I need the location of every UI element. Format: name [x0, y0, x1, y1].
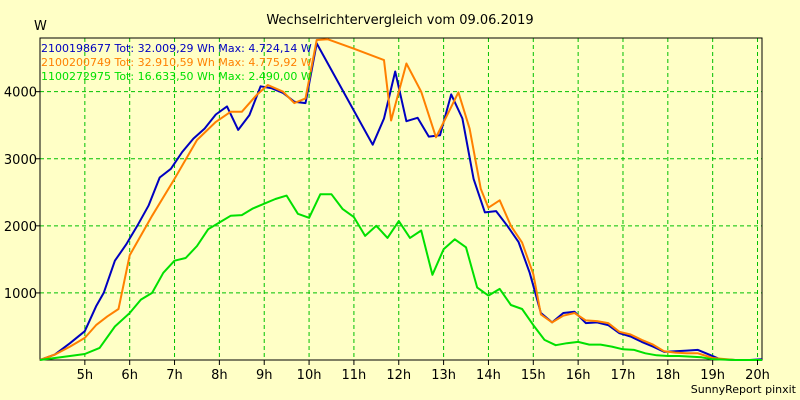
- x-tick-label: 11h: [342, 368, 367, 383]
- x-tick-label: 18h: [655, 368, 680, 383]
- y-axis-label: W: [34, 19, 47, 34]
- x-tick-label: 5h: [77, 368, 94, 383]
- x-tick-label: 17h: [611, 368, 636, 383]
- x-tick-label: 6h: [121, 368, 138, 383]
- x-tick-label: 8h: [211, 368, 228, 383]
- y-tick-label: 1000: [4, 287, 37, 302]
- y-tick-label: 2000: [4, 220, 37, 235]
- y-tick-label: 4000: [4, 86, 37, 101]
- grid-lines: [40, 38, 762, 360]
- x-tick-label: 15h: [521, 368, 546, 383]
- x-tick-label: 19h: [700, 368, 725, 383]
- legend-entry-2100198677: 2100198677 Tot: 32.009,29 Wh Max: 4.724,…: [41, 42, 312, 55]
- x-tick-label: 13h: [431, 368, 456, 383]
- x-tick-label: 14h: [476, 368, 501, 383]
- series-line-2100198677: [39, 42, 763, 361]
- x-tick-label: 12h: [386, 368, 411, 383]
- x-tick-label: 10h: [297, 368, 322, 383]
- y-tick-label: 3000: [4, 153, 37, 168]
- legend-entry-1100272975: 1100272975 Tot: 16.633,50 Wh Max: 2.490,…: [41, 70, 312, 83]
- legend: 2100198677 Tot: 32.009,29 Wh Max: 4.724,…: [41, 42, 312, 83]
- x-axis-ticks: 5h 6h 7h 8h 9h 10h 11h 12h 13h 14h 15h 16h 17h 18h 19h…: [77, 360, 770, 383]
- chart-title: Wechselrichtervergleich vom 09.06.2019: [266, 13, 533, 28]
- x-tick-label: 16h: [566, 368, 591, 383]
- x-tick-label: 7h: [166, 368, 183, 383]
- plot-area-frame: [39, 37, 763, 361]
- series-line-1100272975: [39, 193, 762, 361]
- legend-entry-2100200749: 2100200749 Tot: 32.910,59 Wh Max: 4.775,…: [41, 56, 312, 69]
- x-tick-label: 9h: [256, 368, 273, 383]
- y-axis-ticks: 1000 2000 3000 4000: [4, 86, 40, 302]
- credit-label: SunnyReport pinxit: [691, 383, 797, 396]
- series-lines: [39, 38, 763, 361]
- x-tick-label: 20h: [745, 368, 770, 383]
- series-line-2100200749: [39, 38, 762, 361]
